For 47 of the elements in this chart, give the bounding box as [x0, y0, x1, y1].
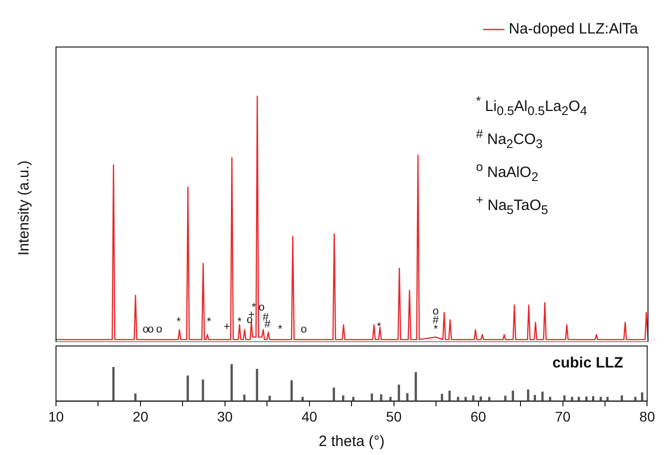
- bar: [480, 396, 482, 402]
- bar: [332, 388, 335, 402]
- bar: [370, 394, 374, 402]
- bar: [268, 396, 271, 402]
- annotation: *: [206, 316, 212, 328]
- series-label: cubic LLZ: [552, 354, 624, 372]
- annotation: o: [156, 324, 162, 336]
- bar: [504, 396, 506, 402]
- x-tick-label: 10: [48, 408, 64, 424]
- bar: [186, 375, 189, 402]
- bar: [620, 395, 624, 402]
- bar: [380, 394, 382, 402]
- annotation: $^{o}$ NaAlO$_{2}$: [476, 159, 540, 186]
- y-axis-title: Intensity (a.u.): [16, 160, 32, 256]
- bar: [406, 393, 408, 402]
- bar: [641, 392, 644, 402]
- x-tick-label: 50: [386, 408, 402, 424]
- annotation: *: [237, 316, 242, 328]
- annotation: *: [376, 321, 382, 334]
- annotation: o: [258, 301, 265, 314]
- x-tick-label: 70: [554, 408, 571, 424]
- annotation: $^{#}$ Na$_{2}$CO$_{3}$: [476, 126, 544, 153]
- x-tick-label: 80: [639, 408, 656, 424]
- bar: [414, 372, 417, 402]
- bar: [230, 364, 233, 402]
- annotation: o: [148, 324, 154, 336]
- x-axis-title: 2 theta (°): [318, 433, 385, 450]
- annotation: *: [434, 324, 439, 336]
- annotation: +: [224, 321, 230, 334]
- x-tick-label: 20: [132, 408, 148, 424]
- x-tick-label: 60: [470, 408, 486, 424]
- annotation: *: [176, 316, 182, 328]
- x-tick-label: 30: [217, 408, 233, 424]
- legend-label: Na-doped LLZ:AlTa: [508, 20, 639, 38]
- bar: [592, 396, 594, 402]
- annotation: #: [264, 318, 272, 331]
- annotation: *: [278, 324, 283, 336]
- annotation: $^{+}$ Na$_{5}$TaO$_{5}$: [476, 192, 550, 219]
- bar: [526, 389, 530, 402]
- annotation: o: [300, 324, 307, 336]
- text: $^{*}$ Li$_{0.5}$Al$_{0.5}$La$_{2}$O$_{4}$: [476, 94, 588, 118]
- bar: [472, 395, 474, 402]
- bar: [290, 380, 293, 402]
- bar: [243, 394, 246, 402]
- annotation: o: [142, 324, 149, 336]
- x-tick-label: 40: [302, 408, 318, 424]
- bar: [342, 395, 344, 402]
